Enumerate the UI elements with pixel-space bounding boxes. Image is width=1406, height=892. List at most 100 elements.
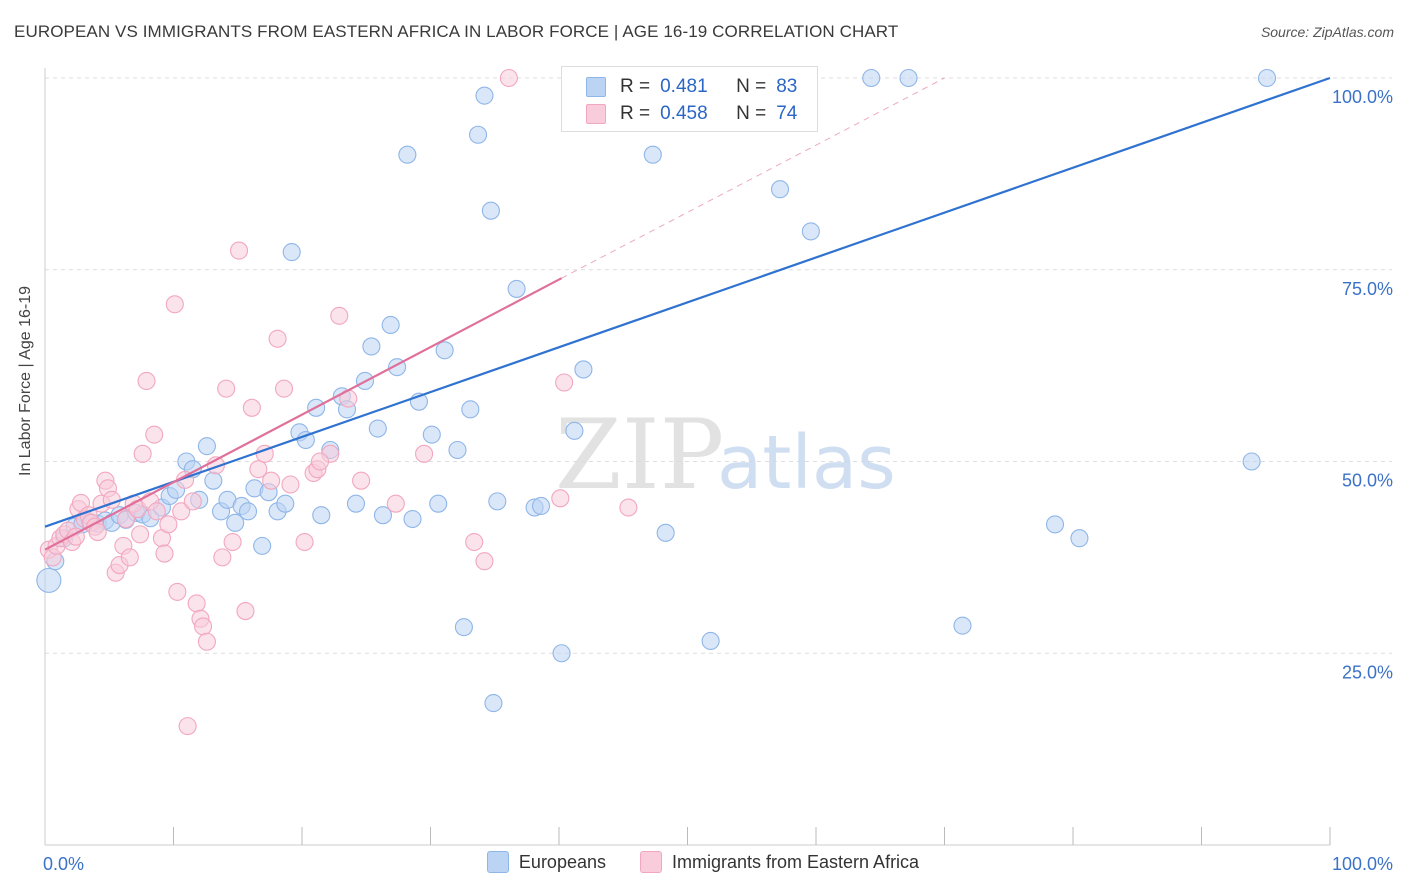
point-europeans xyxy=(1257,68,1277,88)
legend-r-value: 0.481 xyxy=(660,76,708,97)
point-europeans xyxy=(296,430,315,450)
point-immigrants xyxy=(213,548,232,567)
point-europeans xyxy=(1242,452,1261,471)
y-tick-label: 100.0% xyxy=(1332,87,1393,107)
point-europeans xyxy=(862,68,881,88)
point-immigrants xyxy=(352,471,371,490)
point-immigrants xyxy=(295,532,314,552)
point-europeans xyxy=(197,437,216,456)
legend-swatch-europeans xyxy=(486,851,509,873)
y-axis-label: In Labor Force | Age 16-19 xyxy=(17,285,34,476)
legend-r-label: R = xyxy=(620,103,651,124)
stats-legend: R = 0.481 N = 83 R = 0.458 N = 74 xyxy=(561,66,818,132)
tick-labels: 100.0% 75.0% 50.0% 25.0% 0.0% 100.0% xyxy=(43,87,1393,874)
point-immigrants xyxy=(217,379,236,398)
zipatlas-watermark: ZIP atlas xyxy=(555,399,896,511)
point-immigrants xyxy=(551,489,570,508)
point-europeans xyxy=(488,492,507,511)
point-immigrants xyxy=(330,306,349,325)
point-europeans xyxy=(461,400,480,419)
point-europeans xyxy=(282,243,301,262)
legend-row-europeans: R = 0.481 N = 83 xyxy=(586,75,797,99)
point-immigrants xyxy=(386,494,405,513)
point-immigrants xyxy=(147,502,166,521)
point-immigrants xyxy=(183,492,202,511)
point-europeans xyxy=(276,494,295,513)
point-europeans xyxy=(381,315,400,335)
point-immigrants xyxy=(310,452,330,471)
point-immigrants xyxy=(116,509,136,529)
point-immigrants xyxy=(168,582,187,601)
point-immigrants xyxy=(475,552,494,571)
point-immigrants xyxy=(242,398,261,417)
legend-swatch-immigrants xyxy=(586,104,606,124)
legend-swatch-immigrants xyxy=(640,851,662,873)
point-europeans xyxy=(1070,529,1089,548)
point-immigrants xyxy=(88,523,107,542)
legend-n-value: 74 xyxy=(776,103,798,124)
point-europeans xyxy=(507,279,526,298)
point-immigrants xyxy=(187,594,206,613)
legend-r-label: R = xyxy=(620,76,651,97)
legend-item-europeans[interactable]: Europeans xyxy=(486,851,606,873)
point-europeans xyxy=(468,125,488,144)
watermark-zip: ZIP xyxy=(555,399,724,511)
gridlines xyxy=(45,77,1392,654)
point-europeans xyxy=(565,421,584,440)
legend-item-immigrants[interactable]: Immigrants from Eastern Africa xyxy=(640,851,919,873)
point-europeans xyxy=(656,523,675,542)
point-immigrants xyxy=(281,475,300,494)
point-europeans xyxy=(346,494,366,513)
point-immigrants xyxy=(145,425,164,444)
point-europeans xyxy=(574,360,593,379)
point-europeans xyxy=(531,496,551,516)
point-immigrants xyxy=(268,329,287,348)
legend-n-label: N = xyxy=(736,76,767,97)
point-immigrants xyxy=(178,717,197,736)
point-immigrants xyxy=(236,602,255,621)
point-europeans xyxy=(475,86,494,105)
y-tick-label: 50.0% xyxy=(1342,471,1393,491)
point-europeans xyxy=(484,694,503,713)
watermark-atlas: atlas xyxy=(717,420,896,506)
point-immigrants xyxy=(131,525,150,544)
legend-r-value: 0.458 xyxy=(660,103,708,124)
point-europeans xyxy=(373,506,393,525)
point-immigrants xyxy=(249,460,268,479)
point-immigrants xyxy=(555,373,574,392)
x-tick-label: 100.0% xyxy=(1332,854,1393,874)
point-europeans xyxy=(801,222,820,241)
point-europeans xyxy=(368,419,387,438)
point-europeans xyxy=(429,494,448,513)
point-immigrants xyxy=(159,515,178,534)
point-europeans xyxy=(435,341,454,360)
regression-lines xyxy=(44,76,1331,551)
point-europeans xyxy=(701,631,720,651)
point-europeans xyxy=(454,618,473,637)
point-immigrants xyxy=(194,617,213,636)
point-europeans xyxy=(253,536,272,555)
point-immigrants xyxy=(262,471,281,490)
point-europeans xyxy=(403,509,422,529)
point-europeans xyxy=(398,145,417,164)
point-europeans xyxy=(362,337,381,356)
legend-label-immigrants: Immigrants from Eastern Africa xyxy=(672,851,920,872)
point-europeans xyxy=(312,506,331,525)
axes xyxy=(44,68,1331,846)
series-legend: Europeans Immigrants from Eastern Africa xyxy=(0,851,1406,873)
series-immigrants-eastern-africa xyxy=(39,68,638,736)
point-immigrants xyxy=(465,532,484,552)
point-europeans xyxy=(36,567,62,593)
point-europeans xyxy=(226,513,245,532)
point-europeans xyxy=(770,180,790,199)
point-europeans xyxy=(643,145,662,164)
point-europeans xyxy=(204,471,223,490)
y-tick-label: 75.0% xyxy=(1342,279,1393,299)
x-tick-label: 0.0% xyxy=(43,854,84,874)
point-immigrants xyxy=(137,371,156,391)
point-europeans xyxy=(238,502,258,521)
point-immigrants xyxy=(155,544,174,563)
chart-title: EUROPEAN VS IMMIGRANTS FROM EASTERN AFRI… xyxy=(14,22,899,41)
point-immigrants xyxy=(499,68,518,88)
point-europeans xyxy=(552,644,571,663)
